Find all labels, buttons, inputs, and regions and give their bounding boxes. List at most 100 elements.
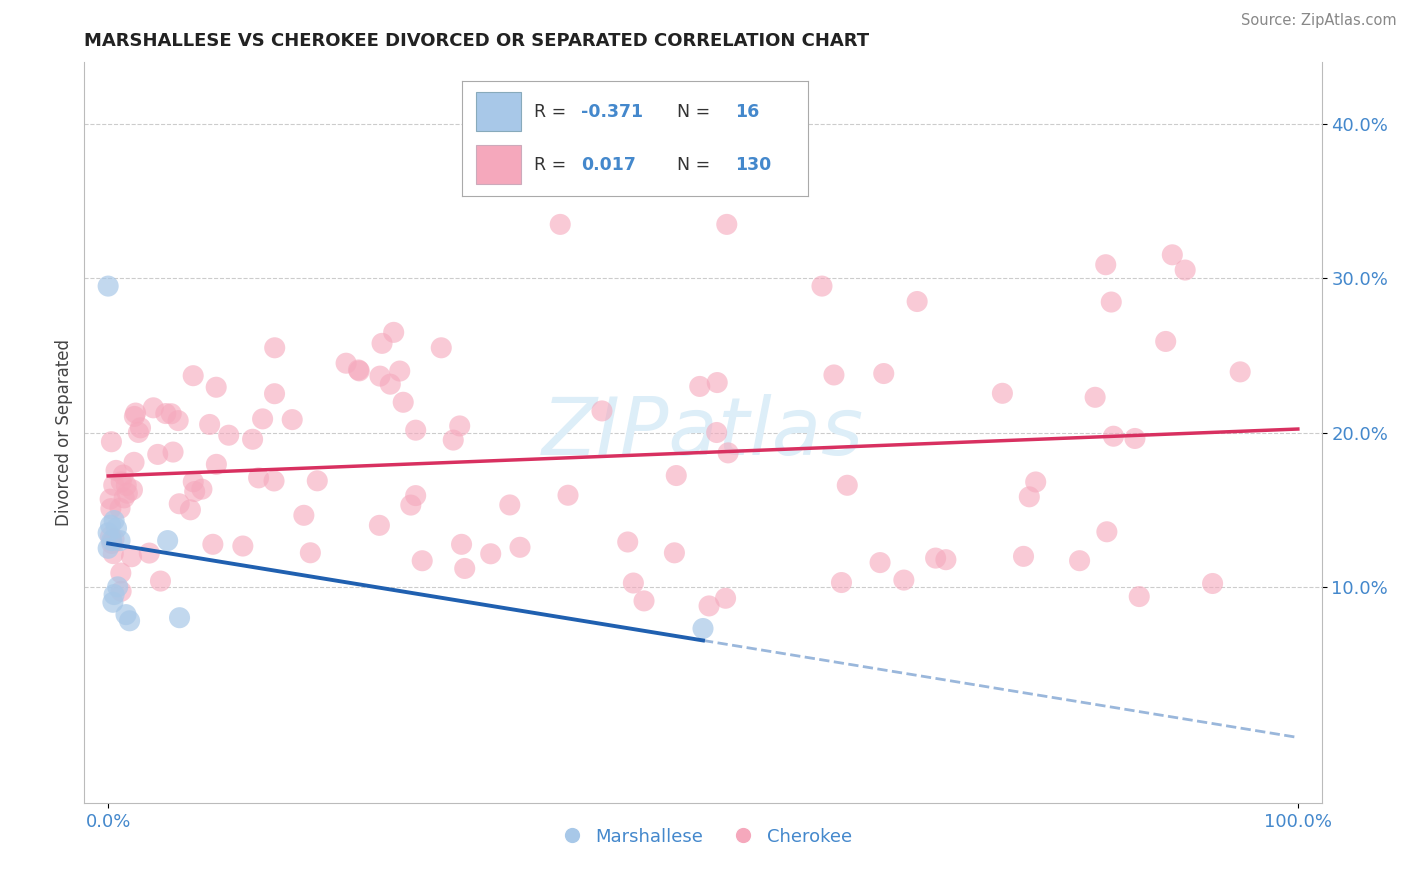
Point: [1025, 475, 1047, 489]
Point: [292, 508, 315, 523]
Point: [697, 599, 720, 613]
Point: [167, 414, 190, 428]
Point: [307, 474, 329, 488]
Point: [218, 428, 240, 442]
Point: [450, 537, 472, 551]
Point: [138, 546, 160, 560]
Point: [371, 336, 394, 351]
Point: [368, 518, 391, 533]
Point: [127, 425, 149, 440]
Point: [115, 607, 138, 622]
Point: [1128, 590, 1150, 604]
Point: [242, 432, 264, 446]
Point: [156, 533, 179, 548]
Point: [591, 404, 613, 418]
Point: [110, 566, 132, 580]
Point: [1099, 295, 1122, 310]
Y-axis label: Divorced or Separated: Divorced or Separated: [55, 339, 73, 526]
Point: [205, 458, 228, 472]
Point: [633, 594, 655, 608]
Text: ZIPatlas: ZIPatlas: [541, 393, 865, 472]
Point: [281, 412, 304, 426]
Point: [349, 364, 371, 378]
Point: [103, 514, 125, 528]
Point: [399, 498, 422, 512]
Point: [621, 576, 644, 591]
Point: [905, 294, 928, 309]
Point: [706, 425, 728, 440]
Point: [430, 341, 453, 355]
Point: [548, 218, 571, 232]
Point: [110, 584, 132, 599]
Point: [411, 554, 433, 568]
Point: [122, 455, 145, 469]
Point: [118, 614, 141, 628]
Point: [692, 622, 714, 636]
Point: [830, 575, 852, 590]
Point: [162, 445, 184, 459]
Point: [347, 363, 370, 377]
Point: [1102, 429, 1125, 443]
Point: [388, 364, 411, 378]
Point: [142, 401, 165, 415]
Point: [263, 386, 285, 401]
Point: [110, 475, 132, 489]
Point: [98, 492, 121, 507]
Point: [869, 556, 891, 570]
Point: [924, 551, 946, 566]
Point: [716, 218, 738, 232]
Point: [454, 561, 477, 575]
Point: [101, 595, 124, 609]
Point: [100, 434, 122, 449]
Point: [441, 433, 464, 447]
Point: [935, 552, 957, 566]
Point: [107, 580, 129, 594]
Point: [991, 386, 1014, 401]
Point: [103, 532, 125, 546]
Point: [1095, 524, 1118, 539]
Point: [1012, 549, 1035, 564]
Point: [201, 537, 224, 551]
Point: [97, 279, 120, 293]
Point: [97, 541, 120, 556]
Point: [509, 541, 531, 555]
Point: [263, 474, 285, 488]
Point: [1161, 248, 1184, 262]
Point: [167, 497, 190, 511]
Point: [112, 468, 135, 483]
Point: [263, 341, 285, 355]
Point: [191, 482, 214, 496]
Point: [108, 533, 131, 548]
Point: [146, 447, 169, 461]
Point: [299, 546, 322, 560]
Text: MARSHALLESE VS CHEROKEE DIVORCED OR SEPARATED CORRELATION CHART: MARSHALLESE VS CHEROKEE DIVORCED OR SEPA…: [84, 32, 869, 50]
Point: [706, 376, 728, 390]
Point: [105, 463, 128, 477]
Point: [108, 501, 131, 516]
Point: [121, 549, 143, 564]
Point: [160, 407, 183, 421]
Point: [664, 546, 686, 560]
Point: [129, 421, 152, 435]
Point: [665, 468, 688, 483]
Point: [823, 368, 845, 382]
Point: [893, 573, 915, 587]
Point: [837, 478, 859, 492]
Point: [112, 491, 135, 505]
Point: [179, 503, 201, 517]
Point: [97, 525, 120, 540]
Point: [1069, 554, 1091, 568]
Point: [380, 377, 402, 392]
Point: [155, 407, 177, 421]
Point: [205, 380, 228, 394]
Point: [405, 423, 427, 437]
Text: Source: ZipAtlas.com: Source: ZipAtlas.com: [1240, 13, 1396, 29]
Point: [198, 417, 221, 432]
Point: [499, 498, 522, 512]
Legend: Marshallese, Cherokee: Marshallese, Cherokee: [547, 821, 859, 853]
Point: [103, 478, 125, 492]
Point: [100, 501, 122, 516]
Point: [117, 486, 139, 500]
Point: [405, 489, 427, 503]
Point: [557, 488, 579, 502]
